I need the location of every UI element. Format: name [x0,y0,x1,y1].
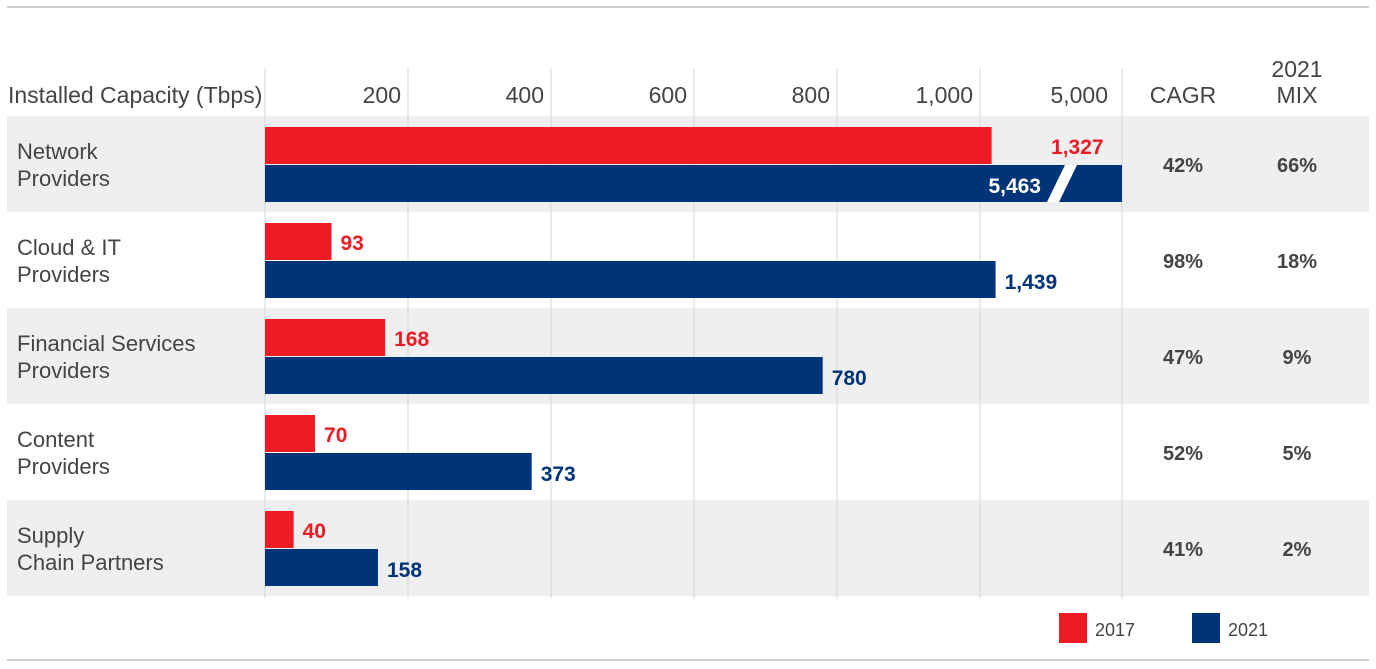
x-tick-label: 800 [792,82,830,108]
data-label-2017: 93 [340,232,363,255]
column-header: MIX [1277,82,1318,108]
category-label: Financial Services [17,331,196,356]
data-label-2021: 1,439 [1005,271,1058,294]
category-label: Network [17,139,99,164]
bar-2017 [265,223,332,260]
x-tick-label: 1,000 [915,82,973,108]
bar-2021 [265,165,1122,202]
data-label-2021: 5,463 [988,175,1041,198]
x-tick-label: 400 [506,82,544,108]
data-label-2021: 373 [541,463,576,486]
table-value: 2% [1283,539,1312,561]
category-label: Providers [17,166,110,191]
category-label: Content [17,427,94,452]
table-value: 41% [1163,539,1203,561]
column-header: 2021 [1271,56,1322,82]
data-label-2017: 70 [324,424,347,447]
data-label-2021: 780 [832,367,867,390]
bar-2017 [265,127,992,164]
category-label: Supply [17,523,84,548]
legend-swatch-2021 [1192,613,1220,643]
data-label-2017: 40 [303,520,326,543]
bar-2017 [265,415,316,452]
x-tick-label: 200 [363,82,401,108]
legend-label-2017: 2017 [1095,620,1135,640]
bar-2021 [265,261,996,298]
table-value: 42% [1163,155,1203,177]
legend-swatch-2017 [1059,613,1087,643]
category-label: Providers [17,358,110,383]
legend-label-2021: 2021 [1228,620,1268,640]
row-band [7,404,1369,500]
x-tick-label: 5,000 [1050,82,1108,108]
category-label: Providers [17,454,110,479]
table-value: 9% [1283,347,1312,369]
table-value: 66% [1277,155,1317,177]
table-value: 98% [1163,251,1203,273]
category-label: Providers [17,262,110,287]
top-rule [7,6,1369,8]
bottom-rule [7,659,1369,661]
table-value: 47% [1163,347,1203,369]
column-header: CAGR [1150,82,1216,108]
table-value: 52% [1163,443,1203,465]
data-label-2017: 1,327 [1051,136,1104,159]
bar-2017 [265,319,386,356]
bar-2021 [265,357,823,394]
bar-2017 [265,511,294,548]
x-tick-label: 600 [649,82,687,108]
axis-break-mark [1047,165,1077,202]
category-label: Chain Partners [17,550,164,575]
data-label-2021: 158 [387,559,422,582]
data-label-2017: 168 [394,328,429,351]
x-axis-label: Installed Capacity (Tbps) [8,82,262,108]
table-value: 5% [1283,443,1312,465]
table-value: 18% [1277,251,1317,273]
row-band [7,500,1369,596]
bar-2021 [265,453,532,490]
category-label: Cloud & IT [17,235,121,260]
bar-2021 [265,549,378,586]
